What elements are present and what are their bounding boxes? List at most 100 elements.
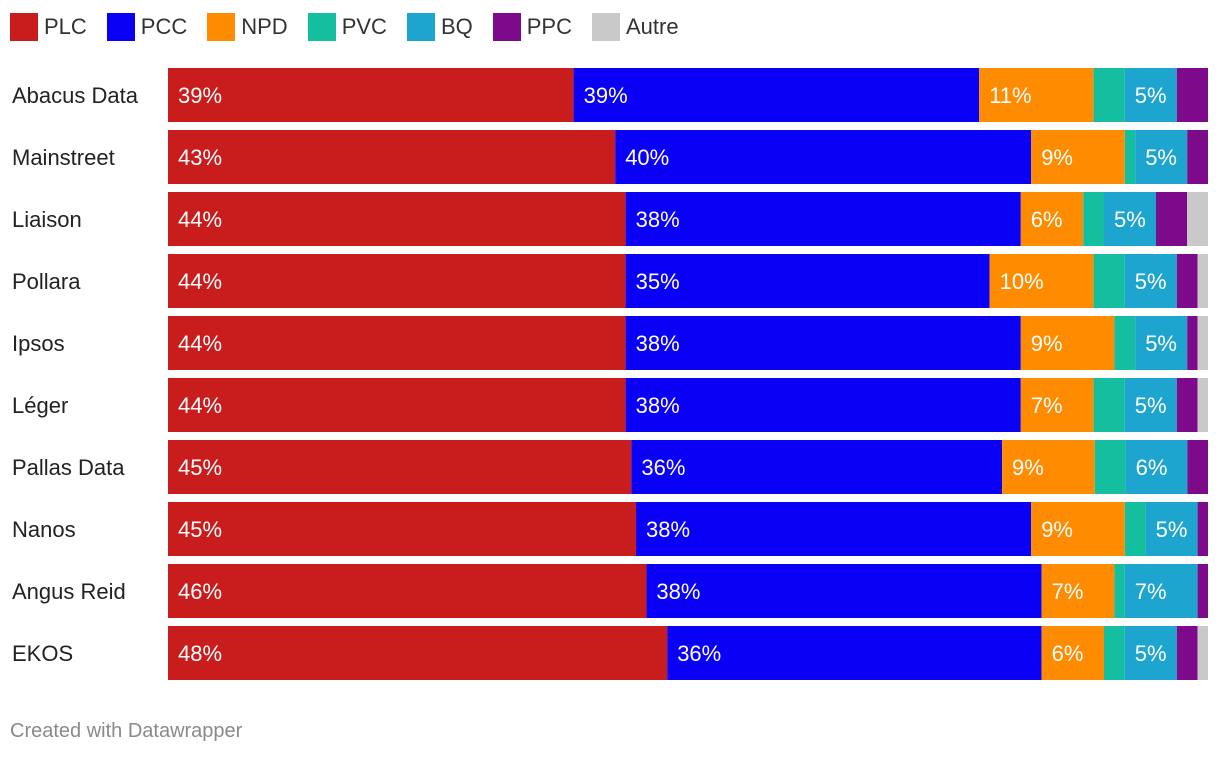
data-label: 45% [178, 455, 222, 480]
data-label: 6% [1052, 641, 1084, 666]
legend-item-pcc: PCC [106, 13, 188, 41]
data-label: 9% [1041, 145, 1073, 170]
bar-segment-npd [1041, 626, 1104, 680]
data-label: 5% [1135, 393, 1167, 418]
legend-item-ppc: PPC [492, 13, 572, 41]
data-label: 39% [178, 83, 222, 108]
bar-segment-npd [1020, 316, 1115, 370]
data-label: 44% [178, 207, 222, 232]
data-label: 5% [1156, 517, 1188, 542]
bar-segment-pcc [625, 316, 1021, 370]
bar-segment-bq [1124, 564, 1198, 618]
bar-segment-ppc [1197, 502, 1208, 556]
data-label: 5% [1145, 331, 1177, 356]
bar-segment-plc [168, 68, 574, 122]
bar-row: Pollara 44% 35% 10% 5% [12, 254, 1208, 308]
legend-label: Autre [626, 14, 679, 39]
bar-segment-pcc [631, 440, 1003, 494]
bar-segment-npd [1020, 192, 1084, 246]
data-label: 9% [1012, 455, 1044, 480]
bar-segment-plc [168, 440, 632, 494]
data-label: 38% [656, 579, 700, 604]
legend-swatch [307, 13, 336, 41]
bar-segment-ppc [1187, 316, 1198, 370]
bar-segment-pcc [615, 130, 1032, 184]
data-label: 36% [641, 455, 685, 480]
data-label: 44% [178, 331, 222, 356]
bar-segment-plc [168, 130, 616, 184]
bar-segment-ppc [1187, 440, 1208, 494]
legend-item-plc: PLC [10, 13, 87, 41]
data-label: 38% [636, 393, 680, 418]
bar-segment-ppc [1176, 378, 1198, 432]
bar-segment-ppc [1176, 68, 1208, 122]
legend-swatch [406, 13, 435, 41]
bar-segment-ppc [1156, 192, 1188, 246]
legend-item-bq: BQ [406, 13, 473, 41]
data-label: 39% [584, 83, 628, 108]
bar-segment-bq [1145, 502, 1198, 556]
row-label: Ipsos [12, 331, 65, 356]
bar-segment-autre [1197, 316, 1208, 370]
bar-row: EKOS 48% 36% 6% 5% [12, 626, 1208, 680]
legend-swatch [10, 13, 38, 41]
bar-row: Nanos 45% 38% 9% 5% [12, 502, 1208, 556]
bar-row: Ipsos 44% 38% 9% 5% [12, 316, 1208, 370]
legend-swatch [592, 13, 620, 41]
data-label: 7% [1135, 579, 1167, 604]
bar-row: Liaison 44% 38% 6% 5% [12, 192, 1208, 246]
data-label: 40% [625, 145, 669, 170]
legend-item-pvc: PVC [307, 13, 387, 41]
bar-segment-npd [1041, 564, 1115, 618]
bar-segment-pcc [646, 564, 1042, 618]
bar-segment-pvc [1094, 440, 1126, 494]
bar-segment-plc [168, 502, 636, 556]
bar-segment-pcc [625, 192, 1021, 246]
bar-segment-pcc [636, 502, 1032, 556]
data-label: 9% [1031, 331, 1063, 356]
row-label: Nanos [12, 517, 76, 542]
bar-segment-npd [979, 68, 1094, 122]
bar-segment-pvc [1093, 68, 1125, 122]
legend-label: PLC [44, 14, 87, 39]
data-label: 10% [1000, 269, 1044, 294]
bar-segment-autre [1187, 192, 1208, 246]
legend-label: PCC [140, 14, 188, 39]
bar-segment-pcc [625, 378, 1021, 432]
data-label: 11% [989, 83, 1031, 108]
data-label: 5% [1145, 145, 1177, 170]
bar-segment-bq [1135, 130, 1188, 184]
bar-segment-ppc [1176, 254, 1198, 308]
bar-segment-bq [1124, 378, 1177, 432]
data-label: 35% [636, 269, 680, 294]
bar-segment-ppc [1197, 564, 1208, 618]
bar-segment-pvc [1124, 502, 1146, 556]
row-label: Pollara [12, 269, 81, 294]
bar-segment-npd [989, 254, 1094, 308]
bar-row: Mainstreet 43% 40% 9% 5% [12, 130, 1208, 184]
legend-swatch [106, 13, 135, 41]
bar-segment-pvc [1093, 254, 1125, 308]
bar-segment-npd [1031, 130, 1125, 184]
legend: PLC PCC NPD PVC BQ PPC Autre [10, 12, 699, 42]
legend-swatch [492, 13, 521, 41]
bar-segment-pvc [1124, 130, 1136, 184]
footer-credit: Created with Datawrapper [10, 720, 243, 742]
row-label: Léger [12, 393, 68, 418]
bar-segment-ppc [1187, 130, 1208, 184]
bar-row: Angus Reid 46% 38% 7% 7% [12, 564, 1208, 618]
data-label: 46% [178, 579, 222, 604]
data-label: 38% [636, 331, 680, 356]
legend-label: PVC [341, 14, 387, 39]
bar-segment-plc [168, 192, 626, 246]
row-label: Angus Reid [12, 579, 126, 604]
bar-segment-npd [1020, 378, 1094, 432]
data-label: 5% [1135, 269, 1167, 294]
row-label: Liaison [12, 207, 82, 232]
data-label: 5% [1135, 83, 1167, 108]
legend-label: BQ [440, 14, 473, 39]
bar-segment-plc [168, 316, 626, 370]
bar-segment-bq [1124, 254, 1177, 308]
bar-segment-plc [168, 564, 647, 618]
legend-item-npd: NPD [207, 13, 288, 41]
